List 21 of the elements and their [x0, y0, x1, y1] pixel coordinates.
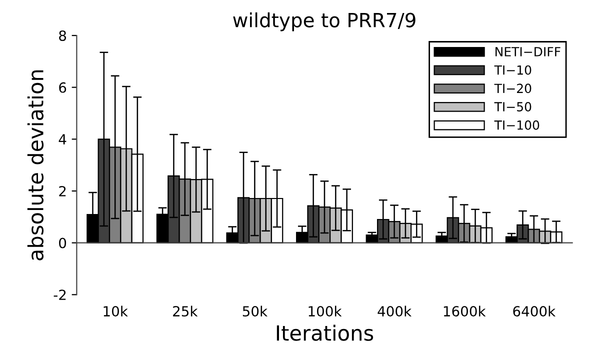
x-tick-label: 25k: [173, 306, 198, 317]
x-tick-label: 100k: [308, 306, 342, 317]
x-tick-label: 6400k: [513, 306, 556, 317]
x-tick-label: 50k: [242, 306, 268, 317]
y-axis-title: absolute deviation: [27, 70, 44, 260]
legend-label: NETI−DIFF: [496, 47, 560, 56]
chart-title: wildtype to PRR7/9: [233, 12, 416, 32]
legend-label: TI−50: [494, 102, 532, 112]
y-tick-label: 8: [59, 30, 66, 41]
y-tick-label: -2: [54, 290, 66, 300]
legend-label: TI−100: [494, 120, 540, 130]
legend-label: TI−10: [494, 65, 532, 75]
y-tick-label: 4: [58, 134, 66, 144]
x-tick-label: 400k: [378, 306, 412, 317]
legend-label: TI−20: [494, 84, 532, 94]
y-tick-label: 2: [59, 186, 66, 196]
y-tick-label: 0: [59, 238, 66, 248]
x-axis-title: Iterations: [276, 324, 374, 341]
y-tick-label: 6: [59, 82, 66, 93]
x-tick-label: 10k: [104, 306, 128, 317]
x-tick-label: 1600k: [444, 306, 486, 317]
